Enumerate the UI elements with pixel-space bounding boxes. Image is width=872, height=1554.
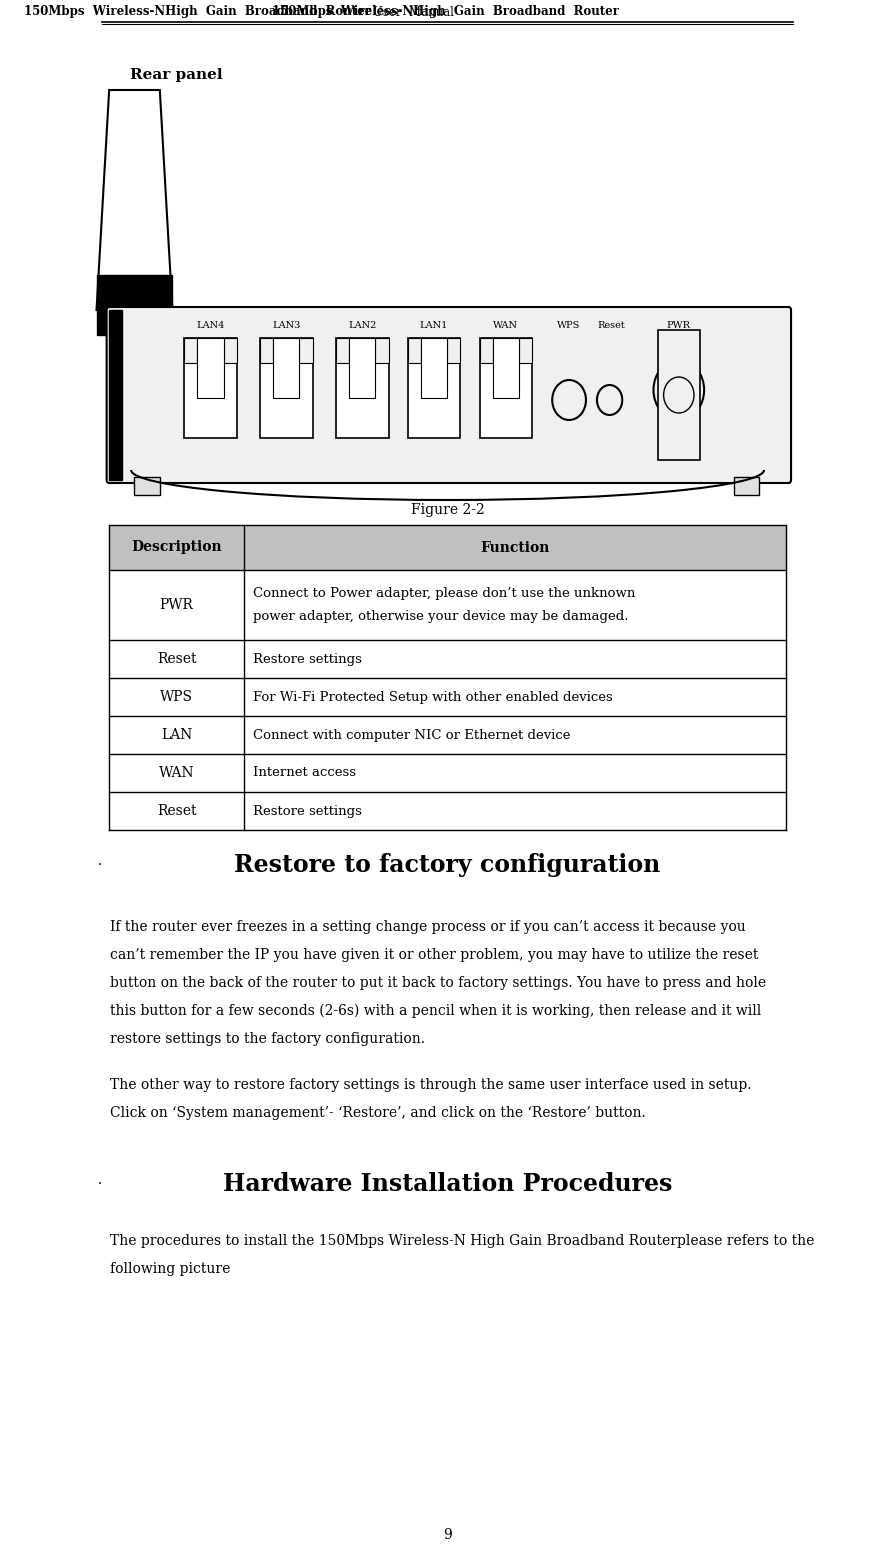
Text: Reset: Reset [157,803,196,817]
Text: LAN1: LAN1 [420,320,448,329]
Text: The other way to restore factory settings is through the same user interface use: The other way to restore factory setting… [110,1078,752,1092]
Text: following picture: following picture [110,1262,230,1276]
Bar [376,339,389,364]
Text: For Wi-Fi Protected Setup with other enabled devices: For Wi-Fi Protected Setup with other ena… [253,690,612,704]
Text: WPS: WPS [160,690,194,704]
Text: button on the back of the router to put it back to factory settings. You have to: button on the back of the router to put … [110,976,766,990]
Text: 9: 9 [443,1528,452,1542]
Text: WPS: WPS [557,320,581,329]
Text: Restore settings: Restore settings [253,805,362,817]
Text: User  Manual: User Manual [373,6,454,19]
Text: power adapter, otherwise your device may be damaged.: power adapter, otherwise your device may… [253,611,628,623]
Bar [408,339,460,438]
Text: LAN2: LAN2 [348,320,377,329]
Text: Description: Description [132,541,222,555]
Bar [733,477,759,496]
Bar [184,339,236,438]
Bar [480,339,532,438]
Bar [223,339,236,364]
Bar [109,309,122,480]
Bar [408,339,421,364]
Text: Connect with computer NIC or Ethernet device: Connect with computer NIC or Ethernet de… [253,729,570,741]
Bar [447,339,460,364]
Bar [337,339,350,364]
Text: Restore to factory configuration: Restore to factory configuration [235,853,661,876]
Bar [350,339,376,398]
Bar [134,477,160,496]
Bar [97,275,173,336]
Text: Reset: Reset [157,653,196,667]
Text: Reset: Reset [597,320,625,329]
Text: Function: Function [480,541,549,555]
Text: The procedures to install the 150Mbps Wireless-N High Gain Broadband Routerpleas: The procedures to install the 150Mbps Wi… [110,1234,814,1248]
Text: Restore settings: Restore settings [253,653,362,665]
FancyBboxPatch shape [106,308,791,483]
Text: can’t remember the IP you have given it or other problem, you may have to utiliz: can’t remember the IP you have given it … [110,948,759,962]
Text: PWR: PWR [667,320,691,329]
Bar [109,570,786,640]
Bar [109,793,786,830]
Bar [273,339,299,398]
Text: Hardware Installation Procedures: Hardware Installation Procedures [223,1172,672,1197]
Bar [480,339,493,364]
Text: If the router ever freezes in a setting change process or if you can’t access it: If the router ever freezes in a setting … [110,920,746,934]
Text: Internet access: Internet access [253,766,356,780]
Bar [493,339,519,398]
Bar [260,339,312,438]
Text: WAN: WAN [159,766,194,780]
Bar [519,339,532,364]
Text: restore settings to the factory configuration.: restore settings to the factory configur… [110,1032,425,1046]
Text: 150Mbps  Wireless-NHigh  Gain  Broadband  Router: 150Mbps Wireless-NHigh Gain Broadband Ro… [24,6,371,19]
Text: 150Mbps  Wireless-NHigh  Gain  Broadband  Router: 150Mbps Wireless-NHigh Gain Broadband Ro… [272,6,623,19]
Bar [657,329,700,460]
Text: this button for a few seconds (2-6s) with a pencil when it is working, then rele: this button for a few seconds (2-6s) wit… [110,1004,761,1018]
Bar [109,678,786,716]
Text: LAN3: LAN3 [272,320,301,329]
Bar [184,339,197,364]
Text: ·: · [99,1176,103,1190]
Text: Figure 2-2: Figure 2-2 [411,503,485,517]
Text: LAN4: LAN4 [196,320,225,329]
Bar [260,339,273,364]
Text: LAN: LAN [161,727,193,741]
Bar [109,640,786,678]
Text: Click on ‘System management’- ‘Restore’, and click on the ‘Restore’ button.: Click on ‘System management’- ‘Restore’,… [110,1106,646,1120]
Bar [337,339,389,438]
Bar [299,339,312,364]
Text: WAN: WAN [494,320,518,329]
Text: Rear panel: Rear panel [130,68,223,82]
Bar [109,716,786,754]
Bar [197,339,223,398]
Text: Connect to Power adapter, please don’t use the unknown: Connect to Power adapter, please don’t u… [253,587,635,600]
Polygon shape [97,90,173,309]
Bar [421,339,447,398]
Bar [109,525,786,570]
Bar [109,754,786,793]
Text: PWR: PWR [160,598,194,612]
Text: ·: · [99,858,103,872]
